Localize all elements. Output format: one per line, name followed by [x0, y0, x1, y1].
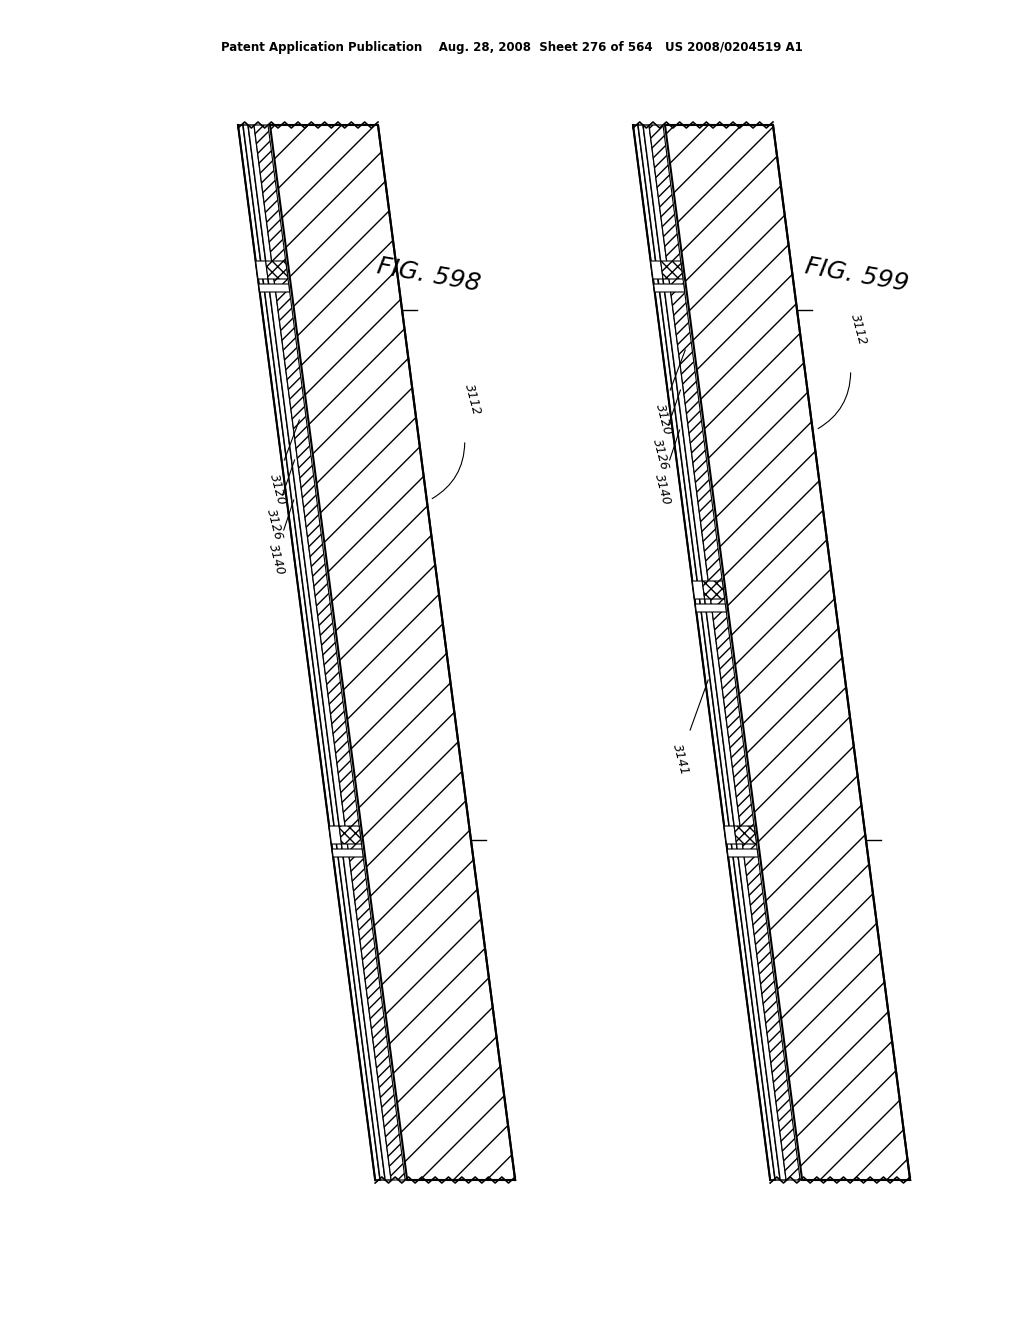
Polygon shape — [695, 605, 726, 612]
Polygon shape — [265, 261, 288, 279]
Polygon shape — [692, 581, 705, 599]
Text: FIG. 598: FIG. 598 — [375, 253, 482, 296]
Polygon shape — [254, 125, 406, 1180]
Polygon shape — [329, 826, 341, 843]
Polygon shape — [724, 826, 736, 843]
Polygon shape — [734, 826, 757, 843]
Polygon shape — [727, 849, 758, 857]
Text: 3126: 3126 — [650, 438, 671, 473]
Polygon shape — [660, 261, 683, 279]
Polygon shape — [339, 826, 361, 843]
Polygon shape — [643, 125, 786, 1180]
Text: 3120: 3120 — [267, 473, 288, 507]
Polygon shape — [702, 581, 725, 599]
Text: 3120: 3120 — [653, 403, 674, 437]
Polygon shape — [243, 125, 385, 1180]
Polygon shape — [653, 284, 685, 292]
Polygon shape — [650, 261, 663, 279]
Polygon shape — [256, 261, 268, 279]
Text: 3126: 3126 — [264, 508, 285, 543]
Text: 3140: 3140 — [652, 473, 673, 507]
Text: 3112: 3112 — [462, 383, 483, 417]
Polygon shape — [638, 125, 780, 1180]
Polygon shape — [665, 125, 910, 1180]
Polygon shape — [633, 125, 775, 1180]
Text: FIG. 599: FIG. 599 — [803, 253, 910, 296]
Polygon shape — [270, 125, 515, 1180]
Polygon shape — [238, 125, 380, 1180]
Polygon shape — [248, 125, 391, 1180]
Polygon shape — [649, 125, 800, 1180]
Text: 3140: 3140 — [266, 543, 287, 577]
Text: 3112: 3112 — [848, 313, 869, 347]
Polygon shape — [332, 849, 364, 857]
Text: Patent Application Publication    Aug. 28, 2008  Sheet 276 of 564   US 2008/0204: Patent Application Publication Aug. 28, … — [221, 41, 803, 54]
Text: 3141: 3141 — [670, 743, 690, 777]
Polygon shape — [259, 284, 290, 292]
